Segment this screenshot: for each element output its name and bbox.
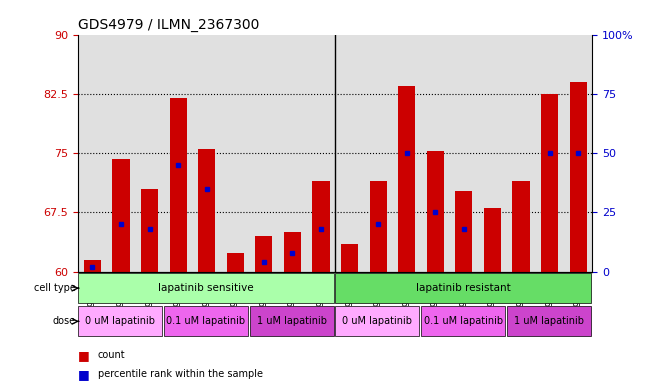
Bar bbox=[370, 181, 387, 271]
Text: percentile rank within the sample: percentile rank within the sample bbox=[98, 369, 262, 379]
Text: GDS4979 / ILMN_2367300: GDS4979 / ILMN_2367300 bbox=[78, 18, 260, 32]
Bar bbox=[421, 306, 505, 336]
Bar bbox=[455, 191, 473, 271]
Bar bbox=[512, 181, 529, 271]
Text: 0 uM lapatinib: 0 uM lapatinib bbox=[342, 316, 412, 326]
Text: 1 uM lapatinib: 1 uM lapatinib bbox=[256, 316, 327, 326]
Bar bbox=[78, 306, 162, 336]
Text: ■: ■ bbox=[78, 368, 90, 381]
Text: 0.1 uM lapatinib: 0.1 uM lapatinib bbox=[424, 316, 503, 326]
Bar bbox=[227, 253, 244, 271]
Bar bbox=[335, 273, 591, 303]
Bar bbox=[541, 94, 558, 271]
Bar bbox=[255, 236, 272, 271]
Bar bbox=[484, 209, 501, 271]
Bar bbox=[113, 159, 130, 271]
Bar bbox=[426, 151, 444, 271]
Bar bbox=[198, 149, 215, 271]
Bar bbox=[570, 82, 587, 271]
Text: 0 uM lapatinib: 0 uM lapatinib bbox=[85, 316, 155, 326]
Text: dose: dose bbox=[53, 316, 76, 326]
Bar bbox=[141, 189, 158, 271]
Text: ■: ■ bbox=[78, 349, 90, 362]
Bar bbox=[78, 273, 334, 303]
Bar bbox=[284, 232, 301, 271]
Text: 1 uM lapatinib: 1 uM lapatinib bbox=[514, 316, 584, 326]
Bar bbox=[169, 98, 187, 271]
Bar bbox=[84, 260, 101, 271]
Text: cell type: cell type bbox=[34, 283, 76, 293]
Bar bbox=[164, 306, 248, 336]
Text: 0.1 uM lapatinib: 0.1 uM lapatinib bbox=[167, 316, 245, 326]
Bar bbox=[341, 244, 358, 271]
Text: count: count bbox=[98, 350, 125, 360]
Bar bbox=[506, 306, 591, 336]
Text: lapatinib sensitive: lapatinib sensitive bbox=[158, 283, 254, 293]
Bar bbox=[335, 306, 419, 336]
Bar bbox=[312, 181, 329, 271]
Text: lapatinib resistant: lapatinib resistant bbox=[416, 283, 510, 293]
Bar bbox=[249, 306, 334, 336]
Bar bbox=[398, 86, 415, 271]
